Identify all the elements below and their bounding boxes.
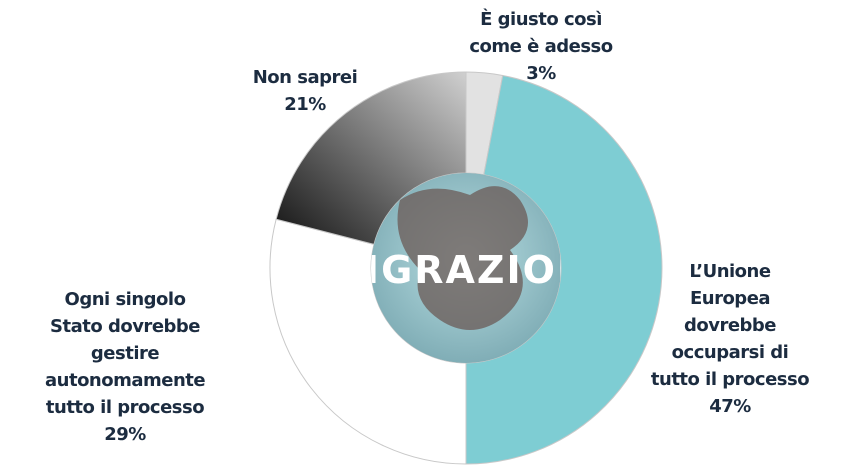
category-label: Non saprei xyxy=(240,64,370,91)
value-label: 47% xyxy=(648,393,813,420)
slice-label: Ogni singolo Stato dovrebbe gestire auto… xyxy=(45,286,205,448)
slice-label: L’Unione Europea dovrebbe occuparsi di t… xyxy=(648,258,813,420)
chart: MIGRAZIONI È giusto così come è adesso3%… xyxy=(0,0,849,465)
value-label: 21% xyxy=(240,91,370,118)
category-label: È giusto così come è adesso xyxy=(466,6,616,60)
category-label: L’Unione Europea dovrebbe occuparsi di t… xyxy=(648,258,813,393)
category-label: Ogni singolo Stato dovrebbe gestire auto… xyxy=(45,286,205,421)
value-label: 3% xyxy=(466,60,616,87)
value-label: 29% xyxy=(45,421,205,448)
